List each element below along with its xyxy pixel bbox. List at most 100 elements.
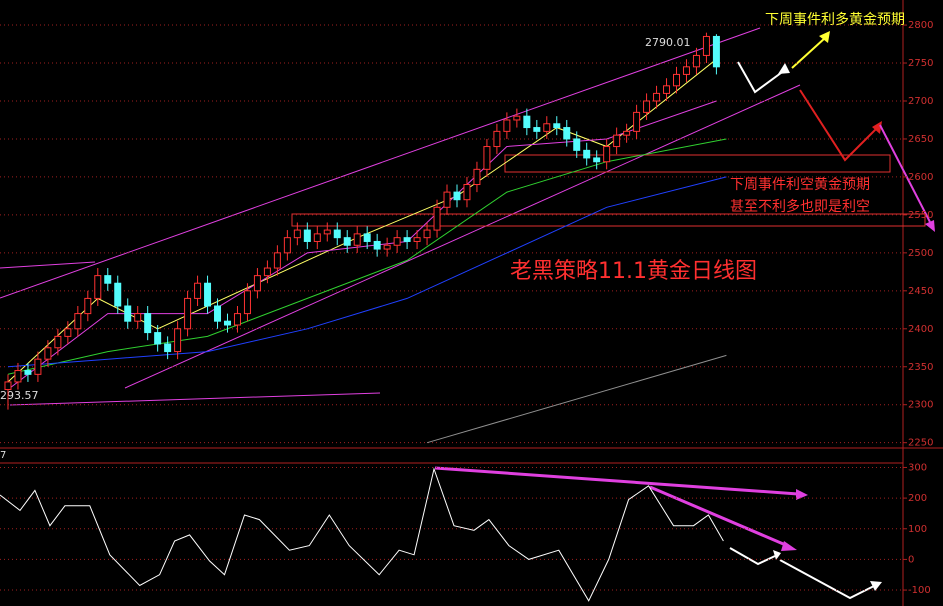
y-tick-label: 200 bbox=[908, 493, 927, 504]
candle-body bbox=[233, 313, 241, 326]
candle-body bbox=[44, 347, 52, 360]
channel-line bbox=[124, 84, 801, 389]
candle-body bbox=[423, 229, 431, 239]
candle-body bbox=[154, 332, 162, 345]
arrow-head bbox=[872, 121, 882, 134]
arrow bbox=[729, 547, 776, 566]
arrow-head bbox=[773, 550, 781, 560]
candle-body bbox=[533, 127, 541, 132]
candle-body bbox=[164, 343, 172, 353]
zone-box bbox=[291, 213, 926, 227]
candle-body bbox=[433, 206, 441, 231]
candle-body bbox=[603, 146, 611, 163]
candle-body bbox=[273, 252, 281, 269]
y-tick-label: 2700 bbox=[908, 96, 933, 107]
annotation: 下周事件利多黄金预期 bbox=[765, 11, 905, 28]
zone-box bbox=[504, 154, 891, 173]
candle-body bbox=[353, 233, 361, 246]
candle-body bbox=[702, 35, 710, 56]
annotation: 甚至不利多也即是利空 bbox=[730, 198, 870, 215]
candle-body bbox=[4, 381, 12, 391]
candle-body bbox=[303, 229, 311, 242]
line-series bbox=[426, 354, 727, 444]
candle-body bbox=[453, 191, 461, 201]
chart-title: 老黑策略11.1黄金日线图 bbox=[510, 259, 757, 284]
candle-body bbox=[333, 229, 341, 239]
candle-body bbox=[313, 233, 321, 242]
candle-body bbox=[692, 54, 700, 68]
candle-body bbox=[712, 35, 720, 68]
candle-body bbox=[503, 119, 511, 132]
candle-body bbox=[104, 275, 112, 284]
arrow bbox=[649, 485, 789, 548]
annotation: 下周事件利空黄金预期 bbox=[730, 176, 870, 193]
line-series bbox=[7, 138, 727, 375]
y-tick-label: 2800 bbox=[908, 20, 933, 31]
candle-body bbox=[593, 157, 601, 163]
arrow-head bbox=[925, 220, 935, 232]
candle-body bbox=[174, 328, 182, 353]
candle-body bbox=[54, 335, 62, 349]
arrow-head bbox=[796, 489, 808, 500]
candle-body bbox=[513, 115, 521, 121]
candle-body bbox=[14, 370, 22, 383]
candle-body bbox=[363, 233, 371, 242]
candle-body bbox=[223, 320, 231, 326]
candle-body bbox=[34, 358, 42, 375]
price-label: 293.57 bbox=[0, 389, 39, 402]
candle-body bbox=[653, 92, 661, 102]
candle-body bbox=[463, 184, 471, 201]
candle-body bbox=[94, 275, 102, 299]
arrow-head bbox=[819, 31, 830, 43]
candle-body bbox=[194, 282, 202, 299]
y-tick-label: 2750 bbox=[908, 58, 933, 69]
candle-body bbox=[84, 297, 92, 315]
candle-body bbox=[144, 313, 152, 334]
line-series bbox=[0, 467, 724, 602]
y-tick-label: 0 bbox=[908, 554, 914, 565]
arrow bbox=[799, 89, 879, 162]
arrow bbox=[779, 559, 875, 600]
candle-body bbox=[373, 240, 381, 250]
candle-body bbox=[643, 100, 651, 113]
candle-body bbox=[543, 123, 551, 132]
candle-body bbox=[64, 328, 72, 337]
candle-body bbox=[563, 127, 571, 140]
candle-body bbox=[124, 305, 132, 322]
y-tick-label: 2300 bbox=[908, 400, 933, 411]
candle-body bbox=[663, 85, 671, 94]
y-tick-label: 2450 bbox=[908, 286, 933, 297]
candle-body bbox=[74, 313, 82, 330]
candle-body bbox=[573, 138, 581, 151]
y-tick-label: 2600 bbox=[908, 172, 933, 183]
candle-body bbox=[253, 275, 261, 292]
indicator-label: 7 bbox=[0, 450, 6, 461]
arrow bbox=[434, 466, 799, 496]
candle-body bbox=[184, 297, 192, 330]
price-label: 2790.01 bbox=[645, 36, 691, 49]
candle-body bbox=[473, 168, 481, 186]
candle-body bbox=[673, 73, 681, 87]
arrow-head bbox=[781, 541, 797, 551]
candle-body bbox=[293, 229, 301, 239]
line-series bbox=[7, 58, 717, 383]
candle-body bbox=[283, 237, 291, 254]
candle-body bbox=[263, 267, 271, 277]
candle-body bbox=[443, 191, 451, 208]
y-tick-label: 300 bbox=[908, 462, 927, 473]
arrow-head bbox=[778, 63, 790, 74]
channel-line bbox=[9, 392, 381, 406]
y-tick-label: 2350 bbox=[908, 362, 933, 373]
candle-body bbox=[682, 66, 690, 75]
y-tick-label: 2250 bbox=[908, 438, 933, 449]
arrow bbox=[879, 124, 932, 225]
candle-body bbox=[393, 237, 401, 246]
y-tick-label: -100 bbox=[908, 585, 931, 596]
candle-body bbox=[214, 305, 222, 322]
candle-body bbox=[204, 282, 212, 307]
candle-body bbox=[583, 149, 591, 159]
channel-line bbox=[0, 27, 761, 299]
y-tick-label: 2550 bbox=[908, 210, 933, 221]
arrow bbox=[791, 37, 826, 69]
